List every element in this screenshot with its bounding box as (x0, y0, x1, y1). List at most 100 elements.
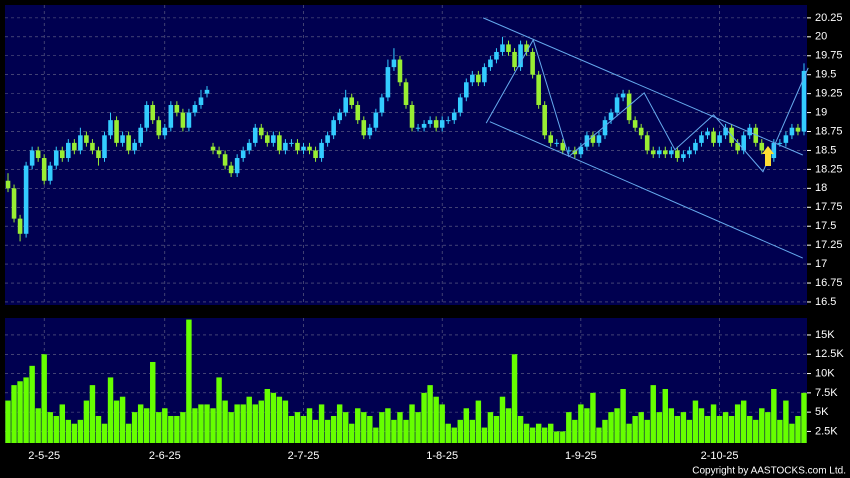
volume-bar (541, 427, 548, 443)
candle-body (783, 135, 789, 143)
volume-bar (282, 400, 289, 443)
candle-body (349, 97, 355, 105)
candle-body (705, 131, 710, 136)
candle-body (379, 97, 385, 113)
volume-bar (89, 385, 96, 443)
volume-bar (523, 423, 530, 443)
volume-bar (554, 431, 560, 443)
volume-bar (572, 419, 578, 443)
trend-line (485, 38, 809, 173)
volume-bar (379, 412, 385, 443)
candle-body (433, 120, 439, 128)
volume-bar (150, 361, 156, 443)
candle-body (198, 97, 204, 105)
volume-bar (716, 415, 723, 443)
candle-body (759, 142, 765, 151)
candle-body (717, 135, 722, 143)
volume-bar (686, 419, 693, 443)
volume-bar (777, 419, 783, 443)
v-tick-label: 12.5K (815, 348, 844, 360)
candle-body (186, 112, 192, 128)
volume-bar (41, 354, 47, 443)
volume-bar (11, 385, 17, 443)
volume-bar (415, 412, 421, 443)
candle-body (711, 131, 716, 143)
volume-bar (789, 423, 795, 443)
x-tick-label: 2-7-25 (288, 450, 320, 462)
candle-body (210, 146, 216, 151)
volume-bar (361, 412, 367, 443)
volume-bar (270, 392, 277, 443)
candle-body (66, 142, 71, 159)
candle-body (512, 51, 517, 68)
volume-bar (602, 419, 608, 443)
candle-body (566, 150, 572, 152)
volume-bar (288, 415, 295, 443)
volume-bar (101, 423, 108, 443)
y-tick-label: 19.75 (815, 50, 843, 62)
volume-bar (192, 408, 198, 443)
volume-bar (427, 385, 433, 443)
volume-bar (439, 404, 445, 443)
volume-bar (143, 408, 150, 443)
volume-bar (264, 388, 271, 443)
candle-body (5, 180, 11, 189)
candle-body (789, 127, 795, 136)
y-tick-label: 18.25 (815, 163, 843, 175)
candle-body (126, 135, 131, 151)
candle-body (295, 142, 300, 151)
volume-bar (680, 412, 687, 443)
volume-bar (318, 404, 325, 443)
candle-body (439, 120, 445, 128)
candle-body (536, 74, 541, 105)
candle-body (385, 67, 391, 98)
candle-body (144, 105, 149, 128)
candle-body (90, 142, 95, 151)
candle-body (252, 127, 258, 143)
v-tick-label: 5K (815, 406, 829, 418)
volume-bar (638, 412, 644, 443)
volume-bar (783, 400, 789, 443)
volume-bar (469, 419, 476, 443)
volume-bar (228, 412, 234, 443)
candle-body (524, 44, 529, 52)
volume-bar (517, 415, 524, 443)
volume-bar (385, 408, 391, 443)
volume-bar (722, 412, 729, 443)
v-tick-label: 7.5K (815, 387, 838, 399)
candle-body (427, 120, 433, 124)
candle-body (747, 127, 753, 136)
candle-body (397, 59, 403, 83)
volume-bar (626, 423, 632, 443)
candle-body (801, 70, 807, 132)
candle-body (325, 135, 330, 143)
candle-body (771, 142, 777, 159)
candle-body (596, 135, 602, 143)
volume-bar (674, 415, 681, 443)
candle-body (723, 127, 728, 136)
candle-body (102, 135, 107, 159)
candle-body (494, 51, 499, 60)
candle-body (29, 150, 35, 166)
candle-body (693, 142, 698, 151)
volume-bar (222, 400, 228, 443)
volume-bar (276, 396, 283, 443)
volume-bar (548, 423, 554, 443)
y-tick-label: 20.25 (815, 12, 843, 24)
volume-bar (740, 400, 747, 443)
volume-bar (614, 408, 620, 443)
candle-body (307, 146, 312, 151)
candle-body (234, 158, 240, 174)
candle-body (500, 44, 505, 52)
volume-bar (728, 415, 735, 443)
candle-body (138, 127, 143, 143)
candle-body (156, 120, 162, 136)
candle-body (777, 142, 783, 144)
candle-body (337, 112, 342, 121)
candle-body (560, 142, 566, 151)
volume-bar (367, 415, 373, 443)
volume-bar (578, 404, 584, 443)
volume-bar (373, 427, 379, 443)
volume-bar (421, 392, 427, 443)
